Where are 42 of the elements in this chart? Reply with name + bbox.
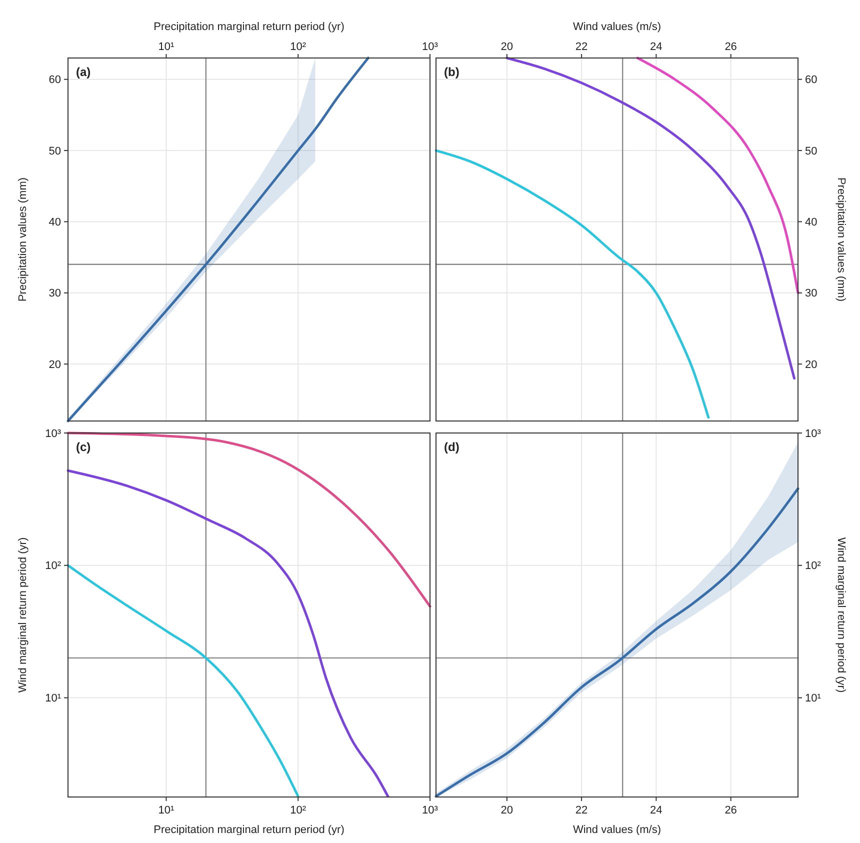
y-tick-label: 40 — [48, 216, 61, 229]
x-axis-title: Wind values (m/s) — [572, 21, 662, 33]
y-tick-label: 30 — [805, 288, 818, 300]
x-tick-label: 22 — [575, 804, 588, 816]
x-tick-label: 20 — [500, 41, 514, 53]
y-tick-label: 60 — [48, 74, 61, 86]
x-axis-title: Precipitation marginal return period (yr) — [154, 21, 344, 33]
y-axis-title: Wind marginal return period (yr) — [835, 537, 847, 693]
annotation: (c) — [76, 440, 91, 454]
y-tick-label: 40 — [805, 216, 818, 229]
x-tick-label: 10² — [290, 804, 306, 816]
y-tick-label: 50 — [805, 145, 818, 158]
x-tick-label: 26 — [724, 41, 737, 53]
annotation: (d) — [444, 440, 460, 454]
x-tick-label: 24 — [650, 41, 662, 53]
x-axis-title: Wind values (m/s) — [572, 824, 662, 836]
x-tick-label: 24 — [650, 804, 662, 816]
x-tick-label: 20 — [500, 804, 514, 816]
y-tick-label: 10¹ — [45, 692, 62, 705]
y-tick-label: 10² — [45, 560, 62, 572]
y-axis-title: Wind marginal return period (yr) — [17, 537, 29, 693]
y-tick-label: 10³ — [45, 428, 62, 440]
x-tick-label: 10³ — [422, 41, 438, 53]
y-tick-label: 50 — [48, 145, 61, 158]
x-tick-label: 10¹ — [158, 41, 175, 53]
annotation: (b) — [444, 65, 460, 79]
x-tick-label: 22 — [575, 41, 588, 53]
x-tick-label: 10¹ — [158, 804, 175, 816]
y-tick-label: 10¹ — [805, 692, 822, 705]
x-tick-label: 10² — [290, 41, 306, 53]
y-tick-label: 60 — [805, 74, 818, 86]
x-tick-label: 26 — [724, 804, 737, 816]
y-tick-label: 10² — [805, 560, 822, 572]
x-tick-label: 10³ — [422, 804, 438, 816]
y-axis-title: Precipitation values (mm) — [17, 177, 29, 302]
y-tick-label: 20 — [805, 358, 818, 371]
y-tick-label: 30 — [48, 288, 61, 300]
y-tick-label: 20 — [48, 358, 61, 371]
annotation: (a) — [76, 65, 91, 79]
y-tick-label: 10³ — [805, 428, 822, 440]
y-axis-title: Precipitation values (mm) — [835, 177, 847, 302]
x-axis-title: Precipitation marginal return period (yr) — [154, 824, 344, 836]
